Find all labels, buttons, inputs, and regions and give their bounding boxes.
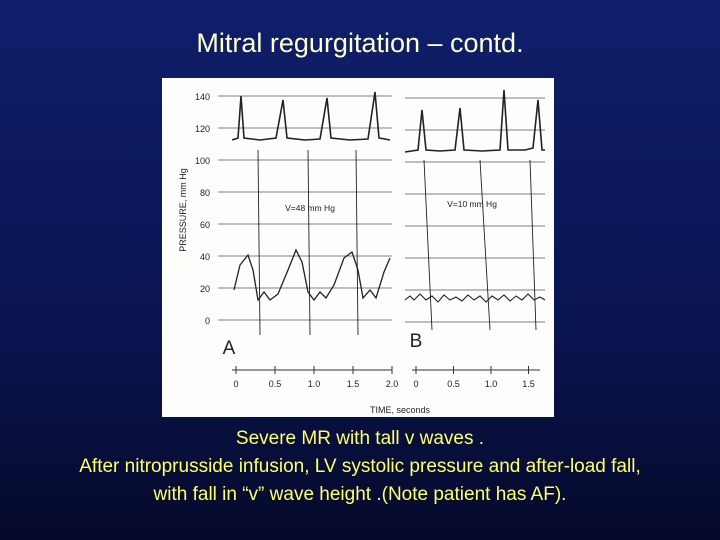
slide-title: Mitral regurgitation – contd.	[196, 28, 524, 58]
lv-trace-a	[231, 91, 391, 141]
y-axis-label: PRESSURE, mm Hg	[178, 168, 188, 252]
y-tick-label: 80	[200, 188, 210, 198]
panel-b-annotation: V=10 mm Hg	[447, 199, 497, 209]
y-tick-label: 120	[195, 124, 210, 134]
x-axis-label: TIME, seconds	[370, 405, 431, 415]
panel-a-annotation: V=48 mm Hg	[285, 203, 335, 213]
time-tick-label: 1.5	[522, 379, 535, 389]
ecg-marks-a	[257, 149, 359, 336]
time-tick-label: 0.5	[269, 379, 282, 389]
figure-background	[162, 78, 554, 417]
caption-line: Severe MR with tall v waves .	[235, 428, 485, 449]
ecg-marks-b	[423, 159, 537, 331]
y-tick-label: 0	[205, 316, 210, 326]
time-tick-label: 1.5	[347, 379, 360, 389]
y-tick-label: 140	[195, 92, 210, 102]
lv-trace-b	[404, 89, 545, 153]
y-tick-label: 20	[200, 284, 210, 294]
panel-a-label: A	[223, 338, 236, 359]
y-tick-label: 60	[200, 220, 210, 230]
time-tick-label: 0	[413, 379, 418, 389]
la-trace-a	[233, 248, 391, 302]
y-tick-label: 100	[195, 156, 210, 166]
caption-line: After nitroprusside infusion, LV systoli…	[79, 456, 641, 477]
pressure-tracing: PRESSURE, mm Hg V=48 mm Hg V=10 mm Hg A …	[162, 78, 554, 417]
time-tick-label: 0	[233, 379, 238, 389]
time-tick-label: 0.5	[447, 379, 460, 389]
panel-b-label: B	[410, 331, 423, 352]
y-tick-label: 40	[200, 252, 210, 262]
time-tick-label: 2.0	[386, 379, 399, 389]
time-tick-label: 1.0	[485, 379, 498, 389]
caption-line: with fall in “v” wave height .(Note pati…	[153, 484, 567, 505]
time-tick-label: 1.0	[308, 379, 321, 389]
la-trace-b	[404, 293, 546, 303]
